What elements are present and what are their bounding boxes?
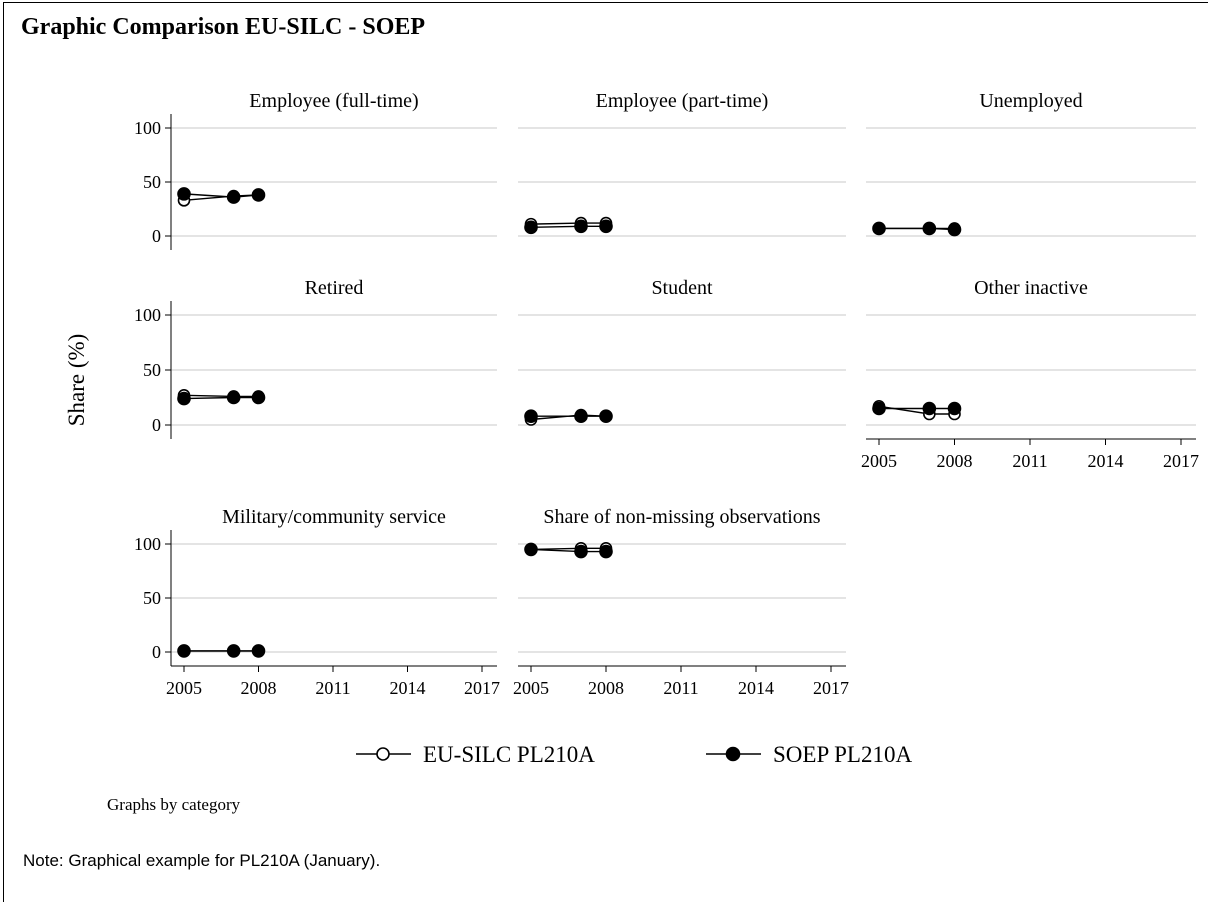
- y-tick-label: 100: [134, 305, 161, 325]
- series-line: [530, 548, 606, 553]
- series-line: [183, 193, 259, 198]
- y-tick-label: 0: [152, 642, 161, 662]
- panel-title: Other inactive: [974, 277, 1088, 299]
- data-point-filled: [599, 544, 613, 559]
- data-point-filled: [251, 390, 266, 405]
- data-point-filled: [226, 390, 241, 405]
- panel-title: Unemployed: [979, 90, 1082, 112]
- data-point-filled: [524, 409, 538, 424]
- data-point-filled: [947, 401, 962, 416]
- data-point-filled: [947, 222, 962, 237]
- y-tick-label: 50: [143, 588, 161, 608]
- graphs-by-note: Graphs by category: [107, 795, 241, 814]
- x-tick-label: 2011: [315, 678, 350, 698]
- data-point-filled: [177, 187, 191, 201]
- data-point-filled: [872, 401, 886, 416]
- x-tick-label: 2005: [166, 678, 202, 698]
- data-point-filled: [251, 644, 266, 658]
- legend-marker-hollow: [376, 747, 390, 761]
- data-point-filled: [599, 409, 613, 424]
- data-point-filled: [177, 644, 191, 658]
- data-point-filled: [524, 220, 538, 235]
- y-tick-label: 50: [143, 360, 161, 380]
- figure-frame: [3, 2, 1208, 902]
- y-tick-label: 100: [134, 118, 161, 138]
- data-point-filled: [599, 219, 613, 234]
- x-tick-label: 2008: [241, 678, 277, 698]
- data-point-filled: [574, 409, 588, 424]
- data-point-filled: [226, 190, 241, 204]
- y-tick-label: 0: [152, 415, 161, 435]
- x-tick-label: 2017: [1163, 451, 1199, 471]
- data-point-filled: [226, 644, 241, 658]
- data-point-filled: [574, 544, 588, 559]
- panel-title: Share of non-missing observations: [543, 506, 820, 528]
- data-point-filled: [251, 188, 266, 202]
- x-tick-label: 2017: [464, 678, 500, 698]
- series-line: [879, 227, 955, 231]
- data-point-filled: [177, 391, 191, 406]
- x-tick-label: 2005: [513, 678, 549, 698]
- legend-label: EU-SILC PL210A: [423, 742, 595, 767]
- data-point-filled: [524, 542, 538, 557]
- panel-title: Military/community service: [222, 506, 446, 528]
- x-tick-label: 2014: [738, 678, 774, 698]
- y-axis-title: Share (%): [64, 334, 89, 427]
- document-title: Graphic Comparison EU-SILC - SOEP: [21, 14, 426, 40]
- x-tick-label: 2011: [1012, 451, 1047, 471]
- panel-title: Retired: [305, 277, 364, 299]
- x-tick-label: 2011: [663, 678, 698, 698]
- series-line: [530, 222, 606, 225]
- x-tick-label: 2017: [813, 678, 849, 698]
- data-point-filled: [872, 221, 886, 236]
- series-line: [530, 225, 606, 229]
- x-tick-label: 2005: [861, 451, 897, 471]
- panel-title: Student: [651, 277, 713, 299]
- x-tick-label: 2008: [937, 451, 973, 471]
- x-tick-label: 2008: [588, 678, 624, 698]
- panel-title: Employee (part-time): [596, 90, 769, 112]
- data-point-filled: [922, 221, 937, 236]
- x-tick-label: 2014: [1088, 451, 1124, 471]
- y-tick-label: 50: [143, 172, 161, 192]
- series-line: [183, 396, 259, 400]
- panel-title: Employee (full-time): [249, 90, 418, 112]
- legend-label: SOEP PL210A: [773, 742, 912, 767]
- data-point-filled: [574, 219, 588, 234]
- y-tick-label: 100: [134, 534, 161, 554]
- data-point-filled: [922, 401, 937, 416]
- x-tick-label: 2014: [390, 678, 426, 698]
- legend-marker-filled: [725, 746, 741, 762]
- y-tick-label: 0: [152, 226, 161, 246]
- series-line: [183, 394, 259, 398]
- series-line: [878, 405, 955, 415]
- footnote: Note: Graphical example for PL210A (Janu…: [23, 851, 381, 870]
